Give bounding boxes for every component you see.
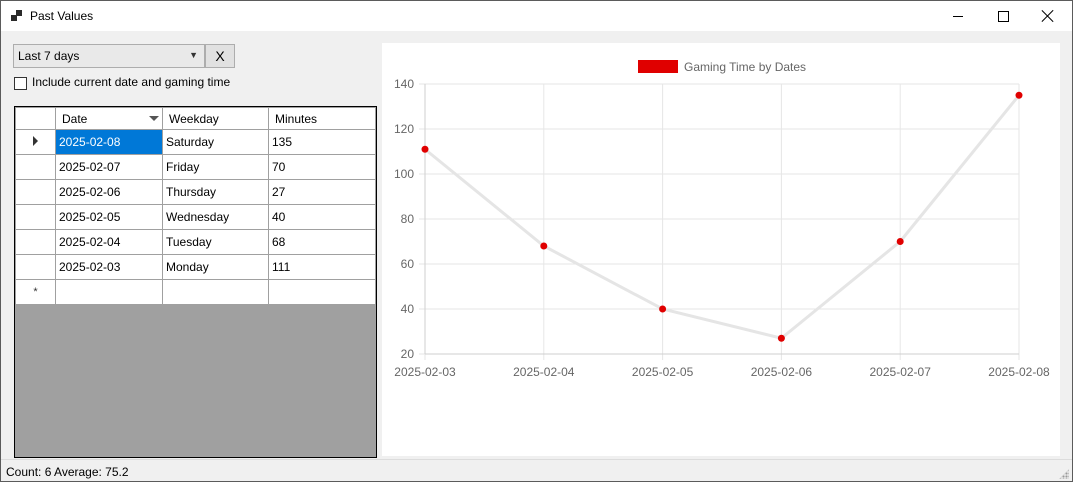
status-bar: Count: 6 Average: 75.2 — [1, 459, 1072, 481]
table-row[interactable]: 2025-02-07 Friday 70 — [15, 154, 376, 180]
y-tick-label: 60 — [401, 257, 415, 271]
sort-desc-icon — [149, 116, 159, 121]
minimize-icon — [953, 15, 963, 17]
close-button[interactable] — [1025, 1, 1071, 31]
cell-weekday[interactable] — [162, 279, 269, 305]
column-header-weekday[interactable]: Weekday — [162, 107, 269, 130]
data-point — [777, 334, 785, 342]
chart-panel: 20 40 60 80 100 120 140 2025-02-03 2025-02-04 202… — [382, 43, 1060, 456]
data-point — [1015, 91, 1023, 99]
row-header[interactable] — [15, 204, 56, 230]
cell-minutes[interactable]: 135 — [268, 129, 376, 155]
cell-minutes[interactable]: 68 — [268, 229, 376, 255]
cell-minutes[interactable]: 111 — [268, 254, 376, 280]
status-text: Count: 6 Average: 75.2 — [6, 465, 129, 479]
column-header-date[interactable]: Date — [55, 107, 163, 130]
row-header[interactable] — [15, 229, 56, 255]
x-tick-label: 2025-02-04 — [513, 365, 575, 379]
new-row[interactable]: * — [15, 279, 376, 305]
values-grid[interactable]: Date Weekday Minutes 2025-02-08 Saturday… — [14, 106, 377, 458]
cell-weekday[interactable]: Wednesday — [162, 204, 269, 230]
row-header[interactable] — [15, 254, 56, 280]
y-tick-label: 80 — [401, 212, 415, 226]
cell-minutes[interactable]: 27 — [268, 179, 376, 205]
table-row[interactable]: 2025-02-06 Thursday 27 — [15, 179, 376, 205]
row-header[interactable] — [15, 179, 56, 205]
cell-weekday[interactable]: Friday — [162, 154, 269, 180]
minimize-button[interactable] — [935, 1, 981, 31]
column-header-minutes[interactable]: Minutes — [268, 107, 376, 130]
row-header[interactable] — [15, 129, 56, 155]
title-bar: Past Values — [1, 1, 1072, 31]
x-tick-label: 2025-02-08 — [988, 365, 1050, 379]
line-chart: 20 40 60 80 100 120 140 2025-02-03 2025-02-04 202… — [394, 60, 1050, 379]
new-row-marker: * — [15, 279, 56, 305]
y-tick-label: 140 — [394, 77, 414, 91]
data-point — [659, 305, 667, 313]
app-icon — [11, 10, 23, 22]
chevron-down-icon: ▼ — [189, 50, 198, 60]
x-tick-label: 2025-02-06 — [751, 365, 813, 379]
cell-weekday[interactable]: Tuesday — [162, 229, 269, 255]
current-row-icon — [33, 136, 38, 146]
data-point — [896, 238, 904, 245]
table-row[interactable]: 2025-02-08 Saturday 135 — [15, 129, 376, 155]
x-tick-label: 2025-02-03 — [394, 365, 456, 379]
series-line — [424, 94, 1021, 340]
cell-minutes[interactable]: 70 — [268, 154, 376, 180]
range-selected: Last 7 days — [18, 49, 80, 63]
window-title: Past Values — [30, 9, 94, 23]
y-tick-label: 120 — [394, 122, 414, 136]
close-icon — [1042, 10, 1054, 22]
cell-date[interactable]: 2025-02-06 — [55, 179, 163, 205]
include-current-label[interactable]: Include current date and gaming time — [32, 75, 231, 89]
cell-minutes[interactable]: 40 — [268, 204, 376, 230]
legend-swatch — [638, 60, 678, 73]
x-tick-label: 2025-02-05 — [632, 365, 694, 379]
data-point — [421, 145, 429, 153]
table-row[interactable]: 2025-02-03 Monday 111 — [15, 254, 376, 280]
y-tick-label: 100 — [394, 167, 414, 181]
cell-date[interactable] — [55, 279, 163, 305]
cell-date[interactable]: 2025-02-03 — [55, 254, 163, 280]
x-tick-label: 2025-02-07 — [870, 365, 932, 379]
maximize-icon — [997, 10, 1009, 22]
include-current-checkbox[interactable] — [14, 77, 27, 90]
data-point — [540, 242, 548, 250]
cell-date[interactable]: 2025-02-08 — [55, 129, 163, 155]
maximize-button[interactable] — [980, 1, 1026, 31]
table-row[interactable]: 2025-02-04 Tuesday 68 — [15, 229, 376, 255]
cell-date[interactable]: 2025-02-07 — [55, 154, 163, 180]
resize-grip-icon[interactable] — [1059, 469, 1069, 479]
cell-date[interactable]: 2025-02-04 — [55, 229, 163, 255]
cell-date[interactable]: 2025-02-05 — [55, 204, 163, 230]
cell-minutes[interactable] — [268, 279, 376, 305]
grid-corner — [15, 107, 56, 130]
legend-label: Gaming Time by Dates — [684, 60, 806, 74]
range-dropdown[interactable]: Last 7 days ▼ — [13, 44, 205, 68]
y-tick-label: 20 — [401, 347, 415, 361]
cell-weekday[interactable]: Monday — [162, 254, 269, 280]
table-row[interactable]: 2025-02-05 Wednesday 40 — [15, 204, 376, 230]
cell-weekday[interactable]: Thursday — [162, 179, 269, 205]
row-header[interactable] — [15, 154, 56, 180]
y-tick-label: 40 — [401, 302, 415, 316]
cell-weekday[interactable]: Saturday — [162, 129, 269, 155]
clear-button[interactable]: X — [205, 44, 235, 68]
